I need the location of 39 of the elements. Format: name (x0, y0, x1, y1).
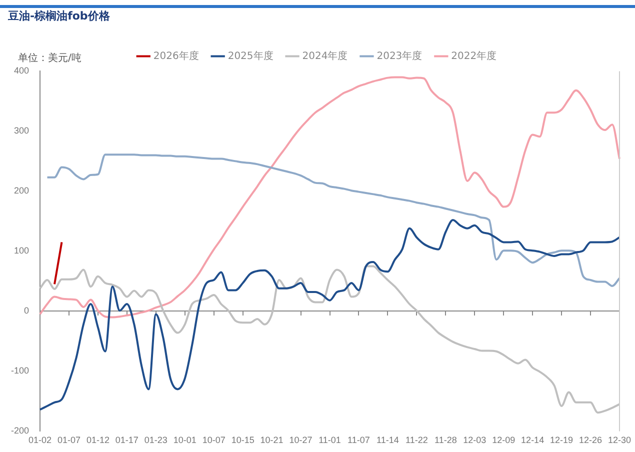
x-tick-label: 12-19 (550, 435, 574, 446)
line-series (46, 154, 620, 287)
y-tick-label: 200 (14, 186, 30, 196)
x-tick-label: 01-17 (115, 435, 138, 446)
line-series (39, 219, 620, 411)
y-tick-label: 300 (14, 126, 30, 136)
chart-title: 豆油-棕榈油fob价格 (7, 9, 111, 22)
x-tick-label: 10-01 (173, 435, 196, 446)
x-tick-label: 01-23 (144, 435, 168, 446)
x-tick-label: 10-21 (260, 435, 284, 446)
x-tick-label: 12-03 (463, 435, 486, 446)
y-axis-title: 单位：美元/吨 (18, 52, 82, 64)
y-tick-label: -200 (11, 426, 30, 436)
x-tick-label: 12-14 (521, 435, 544, 446)
x-tick-label: 10-07 (202, 435, 226, 446)
legend-label: 2026年度 (153, 50, 199, 62)
y-tick-label: 0 (24, 306, 30, 316)
x-tick-label: 10-27 (289, 435, 312, 446)
x-tick-label: 11-14 (376, 435, 399, 446)
y-tick-label: -100 (11, 366, 30, 376)
legend-label: 2024年度 (302, 50, 348, 62)
x-tick-label: 01-12 (86, 435, 110, 446)
line-series (39, 265, 620, 414)
x-tick-label: 11-01 (318, 435, 341, 446)
legend-label: 2023年度 (376, 50, 422, 62)
line-series (39, 76, 620, 318)
x-tick-label: 12-30 (608, 435, 632, 446)
x-tick-label: 11-07 (348, 435, 370, 446)
legend-label: 2022年度 (451, 50, 497, 62)
y-tick-label: 400 (14, 66, 30, 76)
y-tick-label: 100 (14, 246, 30, 256)
x-tick-label: 12-09 (492, 435, 516, 446)
x-tick-label: 11-22 (405, 435, 428, 446)
x-tick-label: 01-07 (57, 435, 81, 446)
legend-label: 2025年度 (228, 50, 274, 62)
x-tick-label: 01-02 (28, 435, 52, 446)
x-tick-label: 11-28 (434, 435, 457, 446)
x-tick-label: 12-26 (579, 435, 602, 446)
x-tick-label: 10-15 (231, 435, 254, 446)
